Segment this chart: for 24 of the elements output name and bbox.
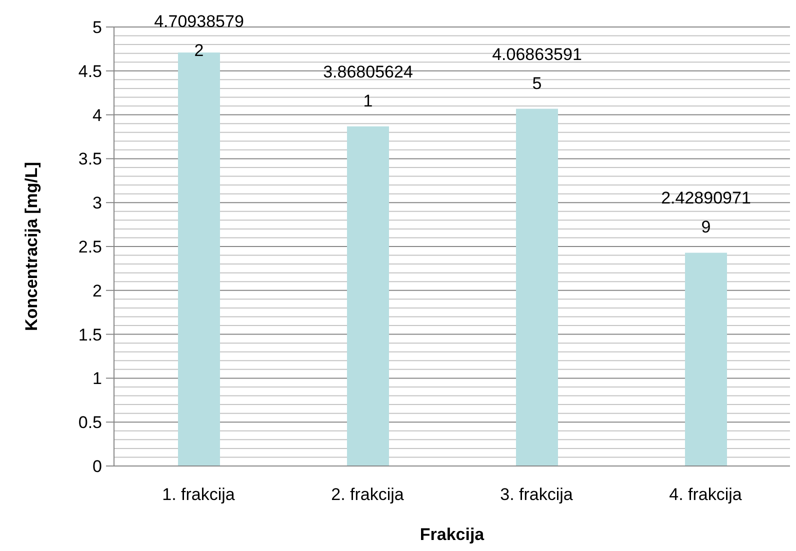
data-label: 4.06863591 5 [492,44,582,93]
y-tick-label: 2.5 [78,237,102,256]
y-tick-label: 5 [92,18,102,37]
x-tick-label: 3. frakcija [500,485,574,504]
y-tick-label: 1 [92,369,102,388]
x-tick-label: 1. frakcija [162,485,236,504]
x-tick-label: 4. frakcija [669,485,742,504]
data-label: 4.70938579 2 [154,12,244,60]
y-tick-label: 0.5 [78,413,102,432]
y-axis-title: Koncentracija [mg/L] [22,162,41,332]
data-label: 2.42890971 9 [661,188,751,237]
bar [685,252,727,466]
y-tick-label: 1.5 [78,325,102,344]
y-tick-label: 4 [92,106,102,125]
y-tick-label: 3.5 [78,150,102,169]
y-tick-label: 2 [92,281,102,300]
y-tick-label: 4.5 [78,62,102,81]
bar [347,126,389,466]
bar [516,108,558,466]
y-tick-label: 0 [92,456,102,476]
data-label: 3.86805624 1 [323,62,413,110]
y-tick-label: 3 [92,194,102,213]
x-axis-title: Frakcija [420,525,485,544]
x-tick-label: 2. frakcija [331,485,404,504]
